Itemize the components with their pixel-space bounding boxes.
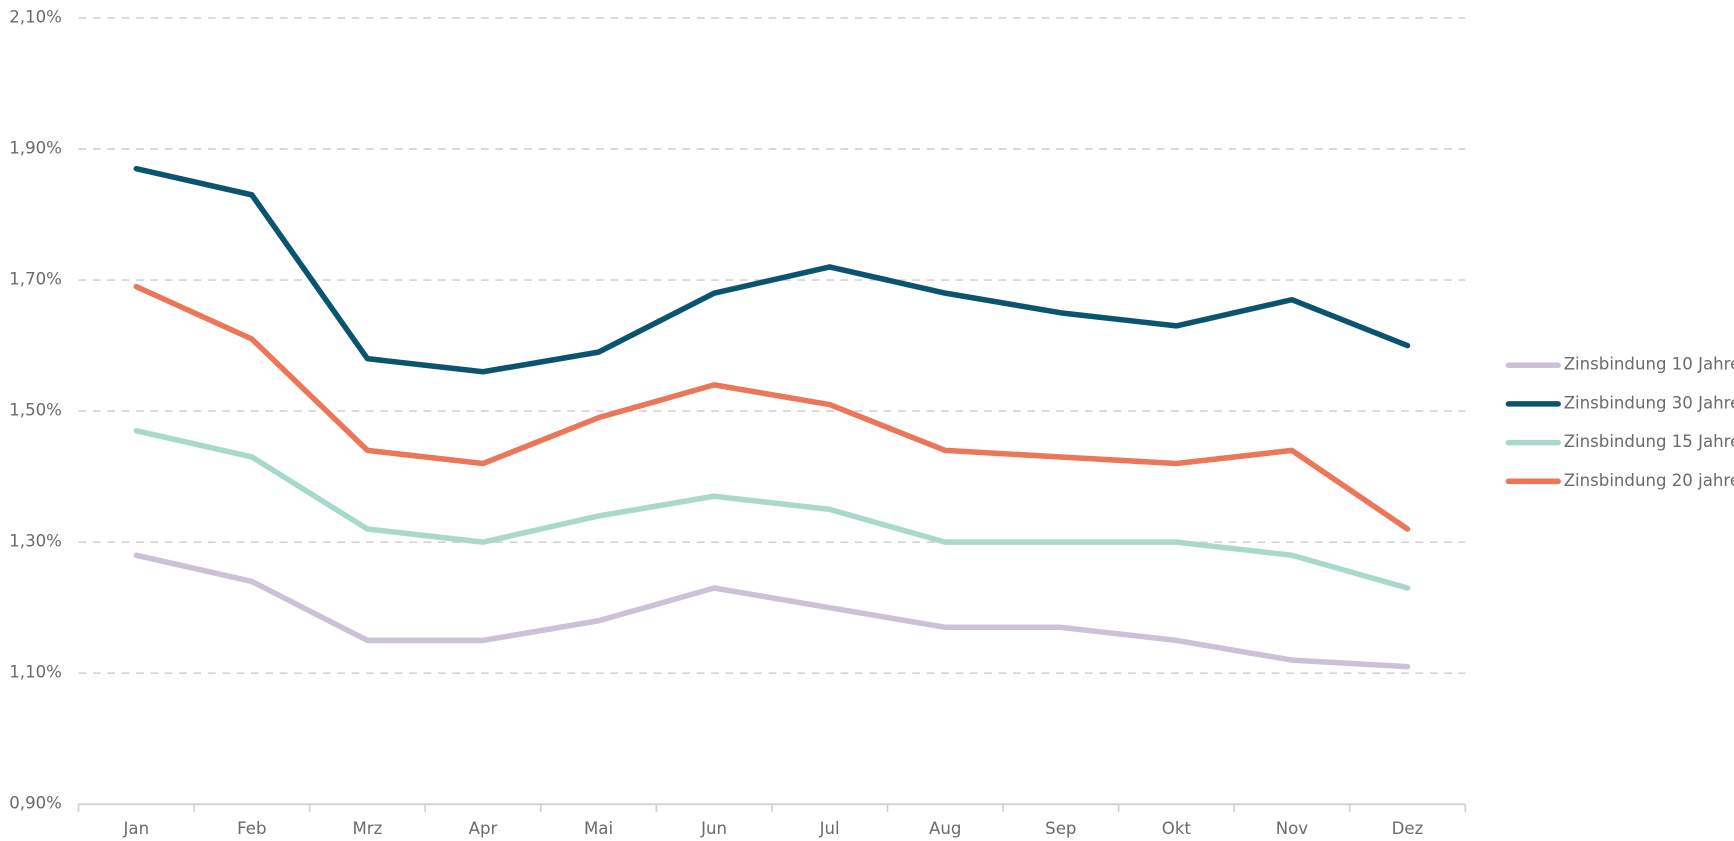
y-tick-label: 1,70% — [9, 270, 62, 289]
x-tick-label: Nov — [1276, 819, 1309, 838]
line-series — [133, 552, 1411, 670]
x-tick-label: Dez — [1392, 819, 1424, 838]
y-tick-label: 1,10% — [9, 663, 62, 682]
y-tick-label: 0,90% — [9, 794, 62, 813]
x-tick-label: Jul — [819, 819, 840, 838]
x-tick-label: Jun — [700, 819, 727, 838]
line-series — [133, 427, 1411, 591]
y-tick-label: 1,90% — [9, 139, 62, 158]
legend-label: Zinsbindung 15 Jahre — [1564, 432, 1734, 451]
y-tick-label: 1,30% — [9, 532, 62, 551]
x-tick-label: Mrz — [353, 819, 383, 838]
line-series — [133, 283, 1411, 532]
x-tick-label: Mai — [584, 819, 613, 838]
x-tick-label: Apr — [469, 819, 498, 838]
legend-label: Zinsbindung 30 Jahre — [1564, 393, 1734, 412]
x-tick-label: Aug — [929, 819, 961, 838]
x-tick-label: Okt — [1162, 819, 1192, 838]
line-series — [133, 165, 1411, 375]
legend-label: Zinsbindung 10 Jahre — [1564, 355, 1734, 374]
y-tick-label: 1,50% — [9, 401, 62, 420]
legend-label: Zinsbindung 20 jahre — [1564, 471, 1734, 490]
x-tick-label: Jan — [123, 819, 150, 838]
x-tick-label: Feb — [237, 819, 266, 838]
y-tick-label: 2,10% — [9, 7, 62, 26]
x-tick-label: Sep — [1045, 819, 1076, 838]
